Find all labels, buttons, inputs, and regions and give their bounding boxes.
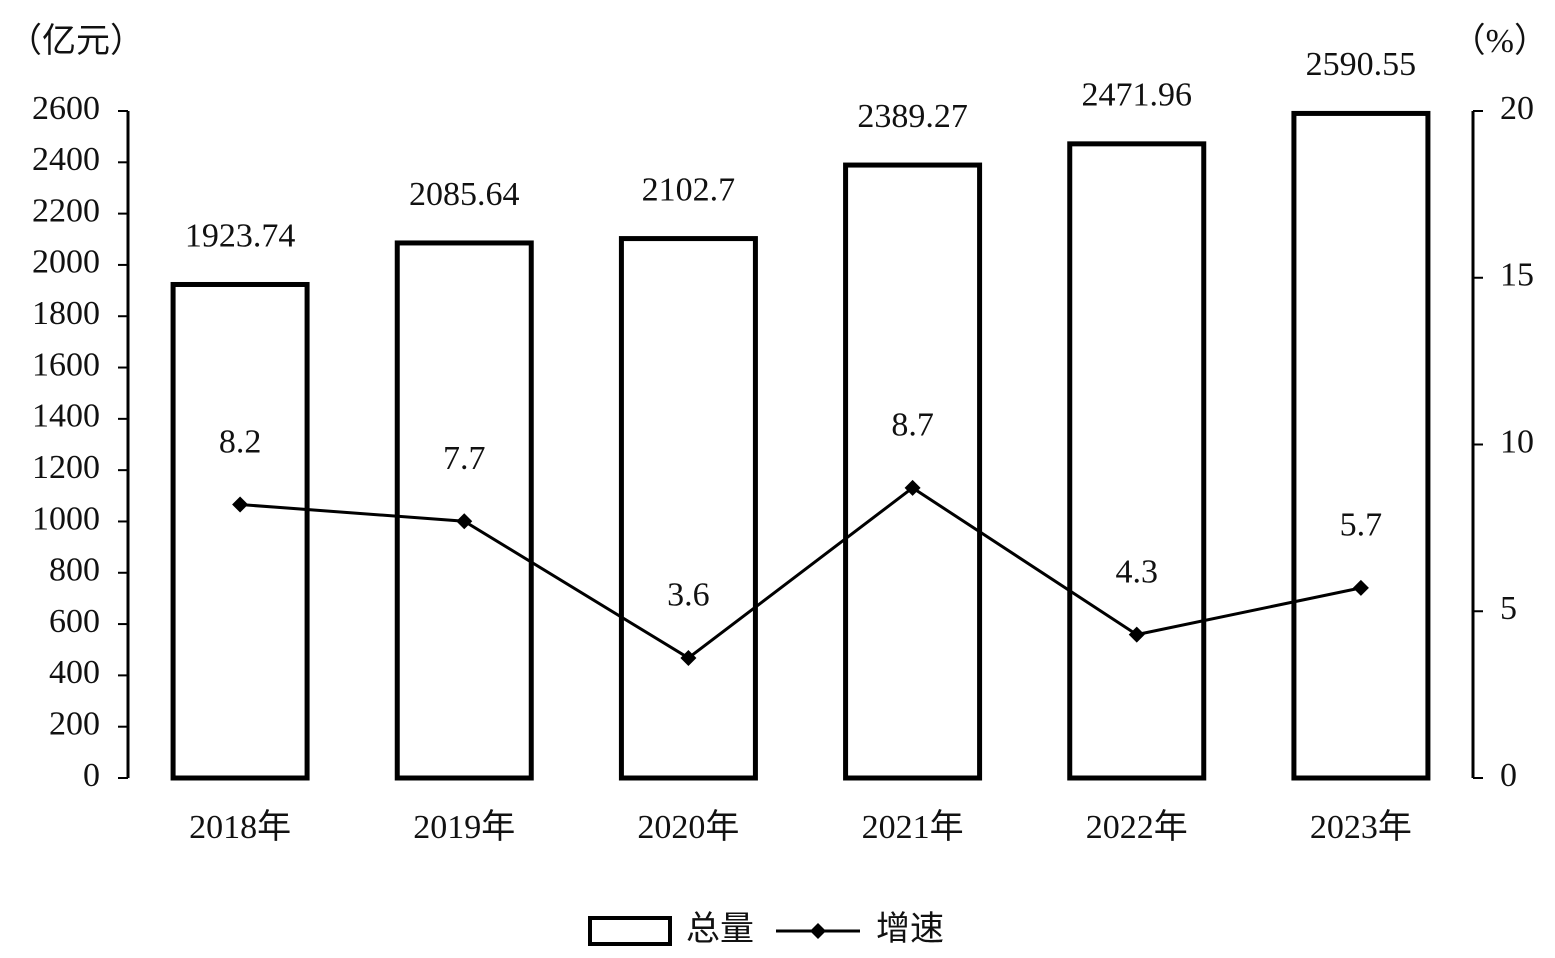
y-tick-label: 400 [49, 654, 100, 691]
line-marker [1352, 579, 1369, 596]
line-marker [680, 649, 697, 666]
y2-tick-label: 0 [1500, 757, 1517, 794]
bar-value-label: 2085.64 [409, 176, 520, 213]
line-marker [456, 513, 473, 530]
bar [170, 281, 310, 781]
legend-label: 增速 [876, 910, 944, 948]
line-value-label: 7.7 [443, 440, 486, 477]
bar-value-label: 2389.27 [857, 98, 968, 135]
y-tick-label: 800 [49, 552, 100, 589]
line-marker [232, 496, 249, 513]
y-tick-label: 1600 [32, 346, 100, 383]
bar-value-label: 2471.96 [1082, 77, 1193, 114]
y-tick-label: 2600 [32, 90, 100, 127]
line-value-label: 8.7 [891, 407, 934, 444]
y2-tick-label: 10 [1500, 423, 1534, 460]
x-tick-label: 2021年 [862, 808, 964, 846]
line-value-label: 4.3 [1116, 553, 1159, 590]
bar-value-label: 1923.74 [185, 217, 296, 254]
y-tick-label: 200 [49, 705, 100, 742]
y-tick-label: 1400 [32, 398, 100, 435]
x-tick-label: 2018年 [189, 808, 291, 846]
bar [843, 162, 983, 781]
y-tick-label: 2400 [32, 141, 100, 178]
bar [394, 240, 534, 781]
line-value-label: 3.6 [667, 577, 710, 614]
y-tick-label: 1200 [32, 449, 100, 486]
y-axis-label: （亿元） [8, 22, 144, 60]
y-tick-label: 1800 [32, 295, 100, 332]
y2-axis-label: （%） [1452, 22, 1548, 60]
y-tick-label: 1000 [32, 500, 100, 537]
y-tick-label: 2200 [32, 192, 100, 229]
legend-swatch [588, 916, 672, 946]
bar [1067, 141, 1207, 781]
bar [1291, 110, 1431, 781]
y2-tick-label: 5 [1500, 590, 1517, 627]
line-value-label: 8.2 [219, 423, 262, 460]
y2-tick-label: 20 [1500, 90, 1534, 127]
x-tick-label: 2020年 [637, 808, 739, 846]
x-tick-label: 2022年 [1086, 808, 1188, 846]
y-tick-label: 600 [49, 603, 100, 640]
legend-label: 总量 [686, 910, 754, 948]
line [239, 486, 1362, 660]
bar-value-label: 2590.55 [1306, 46, 1417, 83]
bar-value-label: 2102.7 [642, 171, 736, 208]
x-tick-label: 2023年 [1310, 808, 1412, 846]
legend-marker [810, 923, 826, 939]
line-value-label: 5.7 [1340, 507, 1383, 544]
y-tick-label: 0 [83, 757, 100, 794]
y2-tick-label: 15 [1500, 257, 1534, 294]
x-tick-label: 2019年 [413, 808, 515, 846]
line-marker [1128, 626, 1145, 643]
bar [618, 236, 758, 781]
y-tick-label: 2000 [32, 244, 100, 281]
line-marker [904, 479, 921, 496]
